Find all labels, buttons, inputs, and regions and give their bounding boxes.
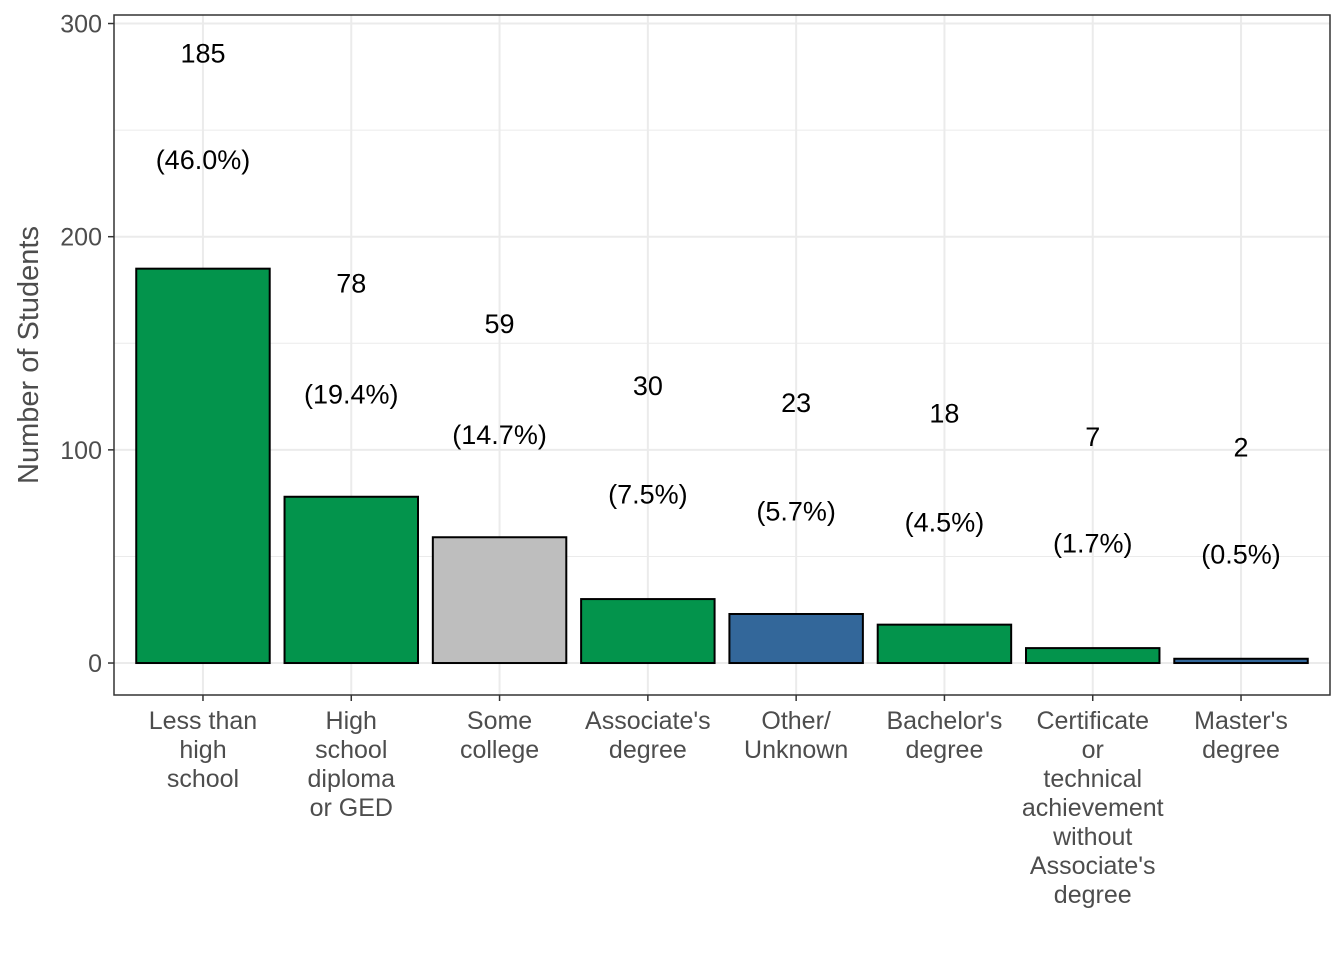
bars [135, 267, 1309, 665]
count-label: 2 [1234, 433, 1249, 463]
bar [1173, 657, 1309, 665]
x-tick-label: Bachelor's degree [886, 707, 1002, 764]
x-tick-label: Master's degree [1194, 707, 1288, 764]
bar [580, 598, 716, 665]
count-label: 30 [633, 371, 663, 401]
plot-panel-border [113, 14, 1331, 696]
percent-label: (7.5%) [608, 480, 688, 510]
x-axis: Less than high school High school diploma or G… [149, 695, 1288, 909]
bar [728, 612, 864, 665]
x-tick-label: Less than high school [149, 707, 257, 793]
y-axis-title: Number of Students [13, 226, 45, 484]
count-label: 23 [781, 388, 811, 418]
percent-label: (46.0%) [156, 145, 251, 175]
x-tick-label: Certificate or technical achievement without… [1022, 707, 1164, 909]
percent-label: (1.7%) [1053, 529, 1133, 559]
percent-label: (4.5%) [905, 507, 985, 537]
y-tick-label: 200 [60, 224, 102, 252]
y-tick-label: 100 [60, 437, 102, 465]
bar [876, 623, 1013, 665]
count-label: 7 [1085, 422, 1100, 452]
gridlines [114, 15, 1330, 695]
bar [1025, 647, 1161, 665]
x-tick-label: Associate's degree [585, 707, 711, 764]
percent-label: (0.5%) [1201, 539, 1281, 569]
y-tick-label: 0 [88, 650, 102, 678]
bar [283, 495, 419, 665]
count-label: 59 [485, 309, 515, 339]
value-labels: 185 (46.0%) 78 (19.4%) 59 (14.7%) 30 (7.5%) 23 (5… [156, 38, 1281, 569]
percent-label: (14.7%) [452, 420, 547, 450]
count-label: 185 [180, 38, 225, 68]
y-axis: 0 100 200 300 [60, 11, 114, 678]
x-tick-label: High school diploma or GED [307, 707, 395, 822]
bar [135, 267, 271, 665]
x-tick-label: Other/Unknown [744, 707, 848, 764]
x-tick-label: Some college [460, 707, 539, 764]
count-label: 78 [336, 269, 366, 299]
bar [431, 536, 568, 665]
y-tick-label: 300 [60, 11, 102, 39]
percent-label: (19.4%) [304, 379, 399, 409]
percent-label: (5.7%) [756, 497, 836, 527]
count-label: 18 [929, 399, 959, 429]
